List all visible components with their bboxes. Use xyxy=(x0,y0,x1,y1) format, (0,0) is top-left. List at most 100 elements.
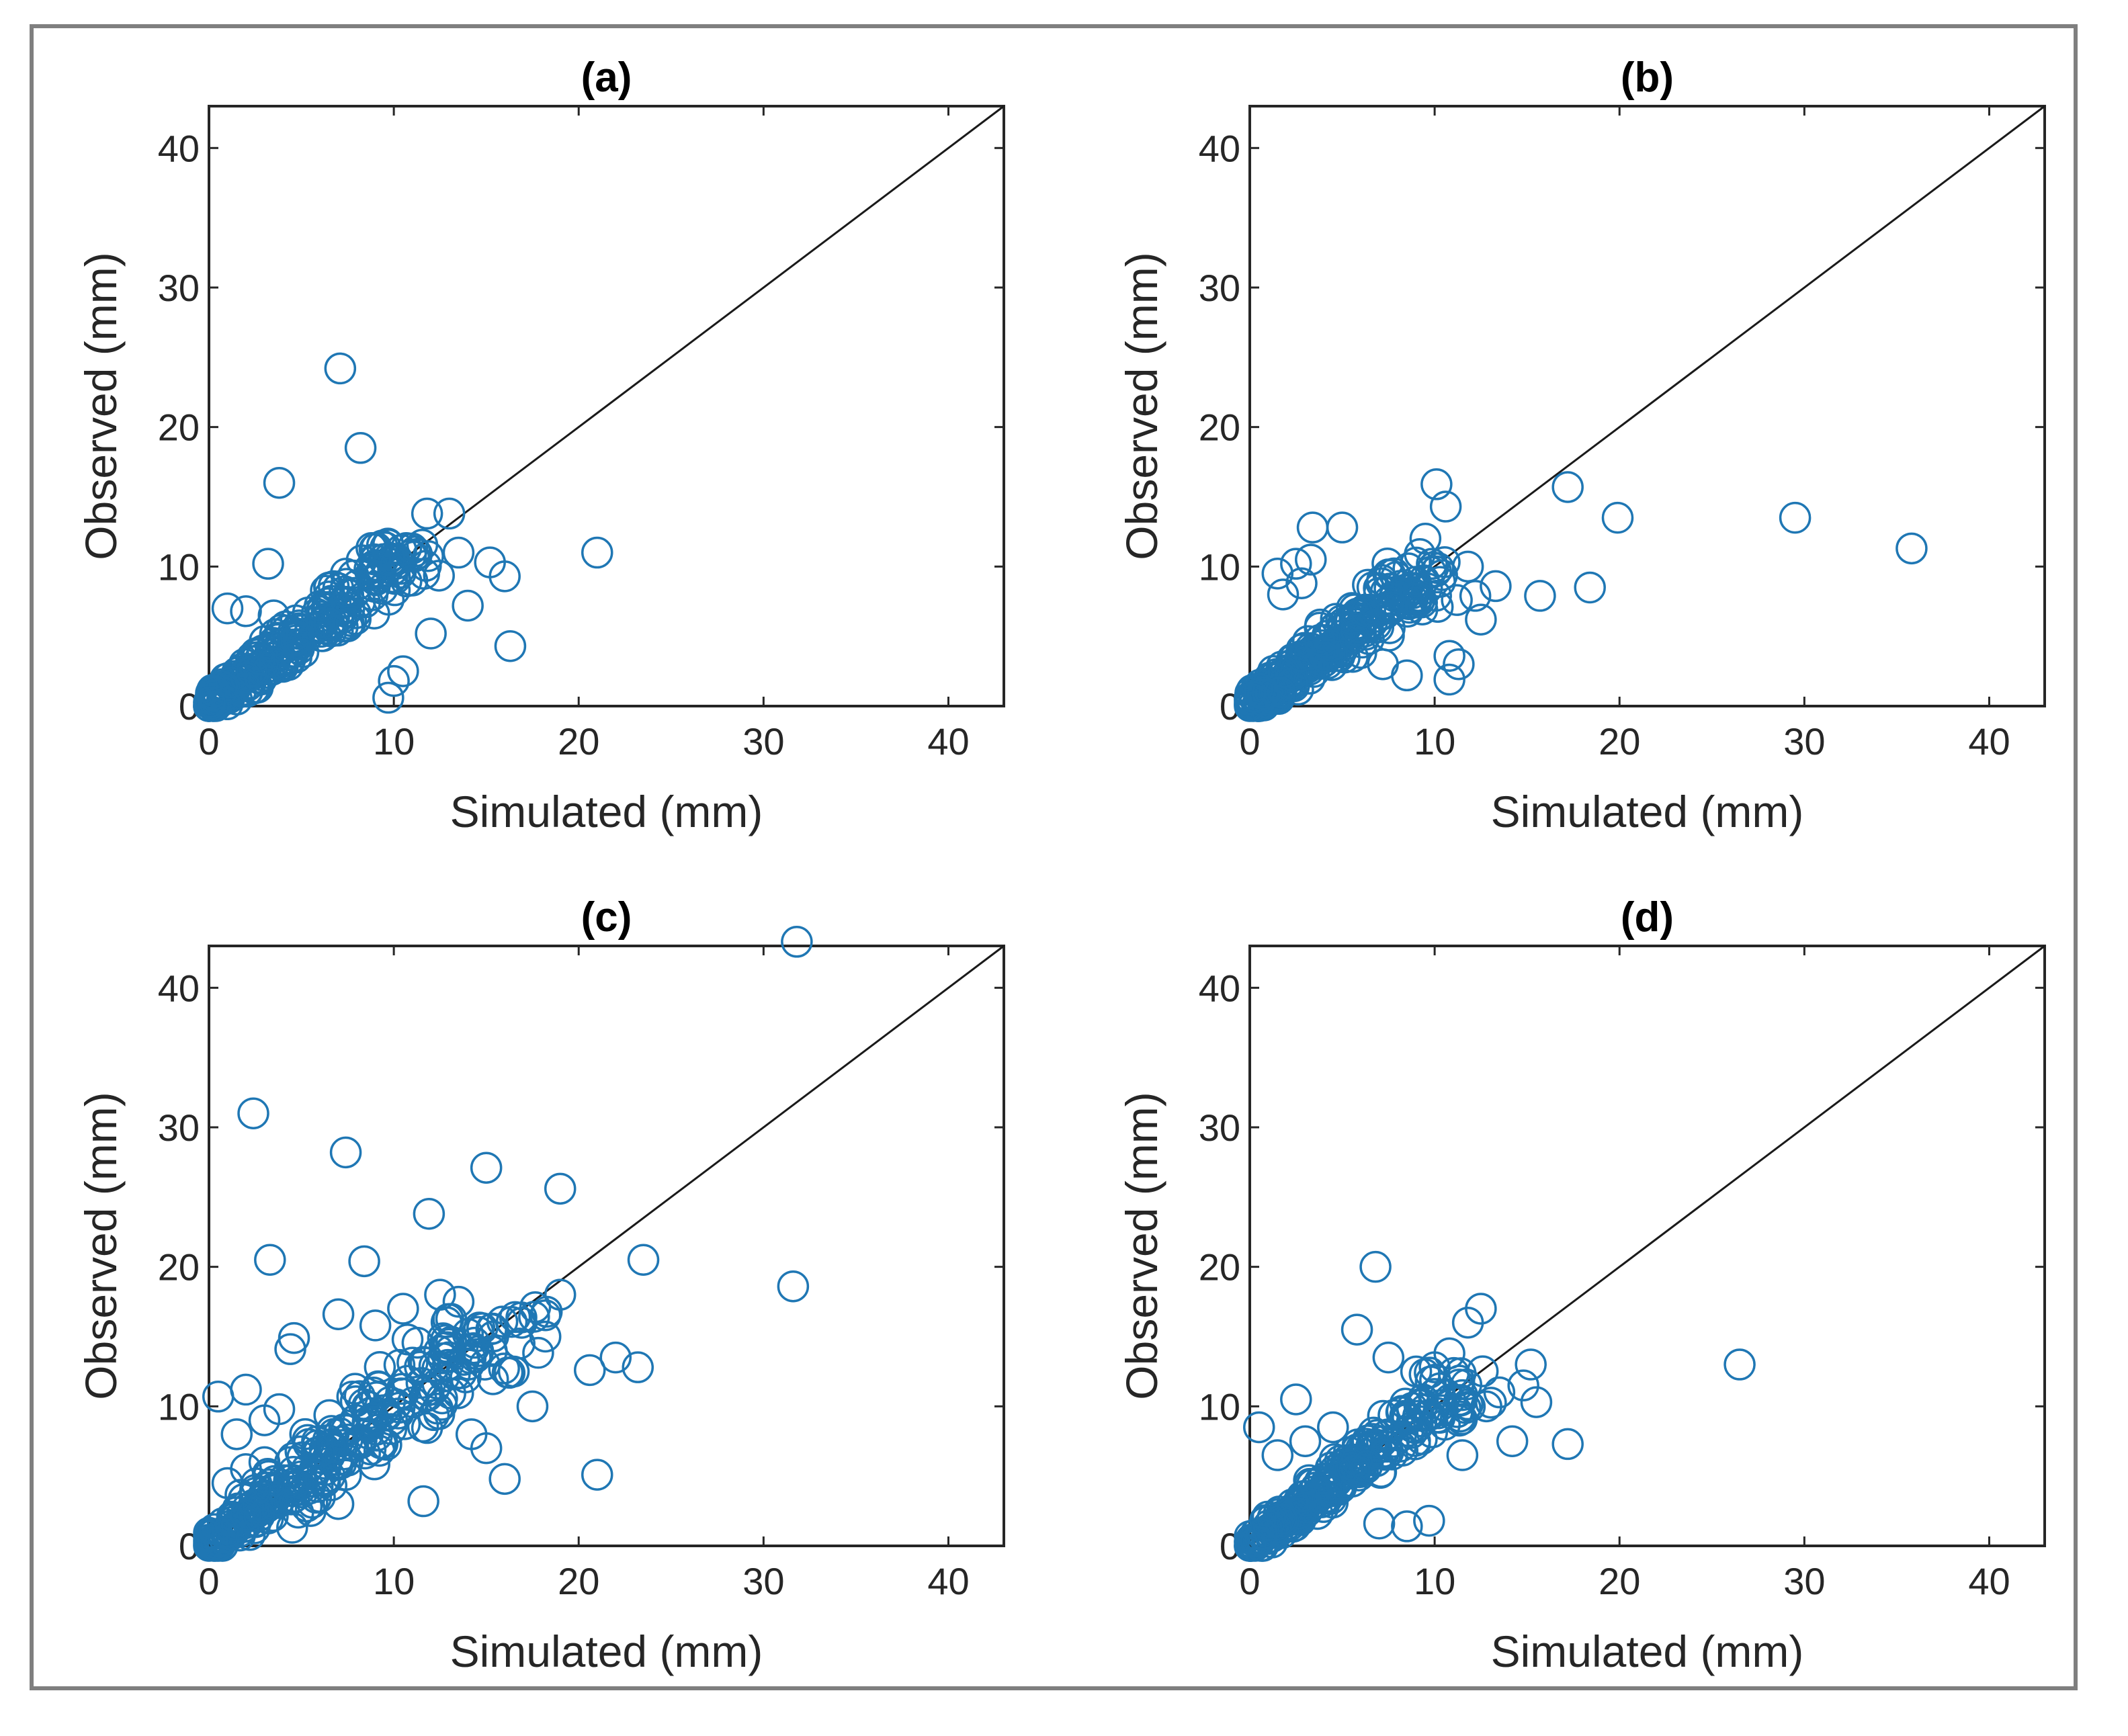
scatter-point xyxy=(230,1373,262,1406)
scatter-point xyxy=(1240,1526,1273,1558)
scatter-point xyxy=(304,1481,336,1514)
scatter-point xyxy=(387,1293,419,1325)
scatter-point xyxy=(1317,1411,1349,1444)
y-tick-label: 20 xyxy=(1199,406,1240,449)
x-tick-label: 30 xyxy=(1783,720,1825,763)
scatter-point xyxy=(1451,550,1484,583)
scatter-point xyxy=(362,1370,394,1403)
x-tick-label: 30 xyxy=(742,1560,784,1602)
scatter-point xyxy=(1246,1518,1278,1551)
scatter-point xyxy=(1296,511,1329,544)
scatter-point xyxy=(1295,544,1327,576)
scatter-point xyxy=(396,564,429,597)
scatter-point xyxy=(1386,1395,1418,1427)
scatter-point xyxy=(313,571,345,604)
scatter-point xyxy=(516,1390,549,1423)
axes-box xyxy=(208,105,1005,707)
scatter-point xyxy=(1451,1306,1484,1339)
x-tick-label: 40 xyxy=(927,1560,969,1602)
scatter-point xyxy=(302,1471,334,1503)
scatter-point xyxy=(313,607,345,640)
scatter-point xyxy=(1234,677,1267,709)
scatter-point xyxy=(208,681,241,713)
scatter-point xyxy=(627,1244,660,1276)
scatter-point xyxy=(333,607,365,640)
scatter-point xyxy=(348,1245,380,1278)
scatter-point xyxy=(211,1467,244,1500)
scatter-point xyxy=(1304,608,1336,641)
scatter-point xyxy=(366,572,398,605)
x-tick-label: 0 xyxy=(1239,1560,1260,1602)
x-axis-label: Simulated (mm) xyxy=(1491,787,1804,836)
x-tick-label: 40 xyxy=(927,720,969,763)
scatter-point xyxy=(405,1366,438,1399)
scatter-point xyxy=(280,624,312,657)
scatter-point xyxy=(544,1172,577,1205)
y-tick-label: 30 xyxy=(158,267,200,309)
y-axis-label: Observed (mm) xyxy=(1117,1092,1166,1399)
scatter-point xyxy=(1422,1401,1454,1434)
scatter-point xyxy=(1305,1486,1338,1518)
scatter-point xyxy=(581,1459,613,1491)
scatter-point xyxy=(341,569,374,601)
scatter-point xyxy=(258,1465,291,1498)
scatter-point xyxy=(470,1152,503,1184)
scatter-point xyxy=(315,1469,348,1502)
scatter-point xyxy=(424,1278,456,1311)
scatter-point xyxy=(1324,1461,1356,1493)
scatter-point xyxy=(1402,1399,1435,1432)
scatter-point xyxy=(1303,623,1336,656)
scatter-point xyxy=(1285,640,1317,672)
scatter-point xyxy=(468,1348,501,1381)
scatter-point xyxy=(404,1350,436,1383)
x-axis-label: Simulated (mm) xyxy=(450,1626,763,1676)
scatter-point xyxy=(1480,570,1512,603)
x-tick-label: 0 xyxy=(1239,720,1260,763)
scatter-point xyxy=(1246,678,1279,711)
x-tick-label: 30 xyxy=(742,720,784,763)
x-tick-label: 20 xyxy=(1599,720,1640,763)
scatter-point xyxy=(407,1485,439,1518)
panel-title: (a) xyxy=(581,54,632,101)
scatter-point xyxy=(415,617,447,650)
axes-box xyxy=(1248,105,2046,707)
scatter-point xyxy=(1396,1417,1428,1449)
scatter-point xyxy=(1338,1455,1371,1487)
y-tick-label: 20 xyxy=(158,406,200,449)
scatter-point xyxy=(488,1463,521,1495)
scatter-point xyxy=(1723,1348,1756,1381)
scatter-point xyxy=(1524,580,1556,612)
scatter-point xyxy=(322,1487,355,1520)
scatter-point xyxy=(1234,1530,1267,1562)
scatter-point xyxy=(1345,637,1377,669)
panel-title: (b) xyxy=(1621,54,1674,101)
scatter-point xyxy=(452,589,484,622)
scatter-point xyxy=(387,655,419,687)
scatter-point xyxy=(1399,566,1432,598)
y-axis-label: Observed (mm) xyxy=(76,252,126,560)
scatter-point xyxy=(1443,1404,1476,1437)
scatter-point xyxy=(356,579,389,611)
panel-title: (d) xyxy=(1621,894,1674,941)
y-axis-label: Observed (mm) xyxy=(76,1092,126,1399)
scatter-point xyxy=(1343,1459,1375,1491)
scatter-point xyxy=(278,1321,310,1354)
scatter-point xyxy=(425,1389,458,1421)
scatter-point xyxy=(211,1516,244,1548)
x-tick-label: 20 xyxy=(1599,1560,1640,1602)
scatter-point xyxy=(1433,663,1465,696)
scatter-point xyxy=(303,590,336,622)
scatter-point xyxy=(292,1424,324,1457)
scatter-point xyxy=(263,1393,296,1426)
scatter-point xyxy=(237,1097,269,1129)
x-axis-label: Simulated (mm) xyxy=(450,787,763,836)
scatter-point xyxy=(1551,1428,1584,1461)
scatter-point xyxy=(276,1512,308,1544)
scatter-point xyxy=(284,628,316,660)
scatter-point xyxy=(581,536,613,569)
scatter-point xyxy=(1601,501,1634,534)
scatter-point xyxy=(1369,597,1401,630)
scatter-point xyxy=(1400,546,1433,579)
scatter-point xyxy=(257,599,290,632)
